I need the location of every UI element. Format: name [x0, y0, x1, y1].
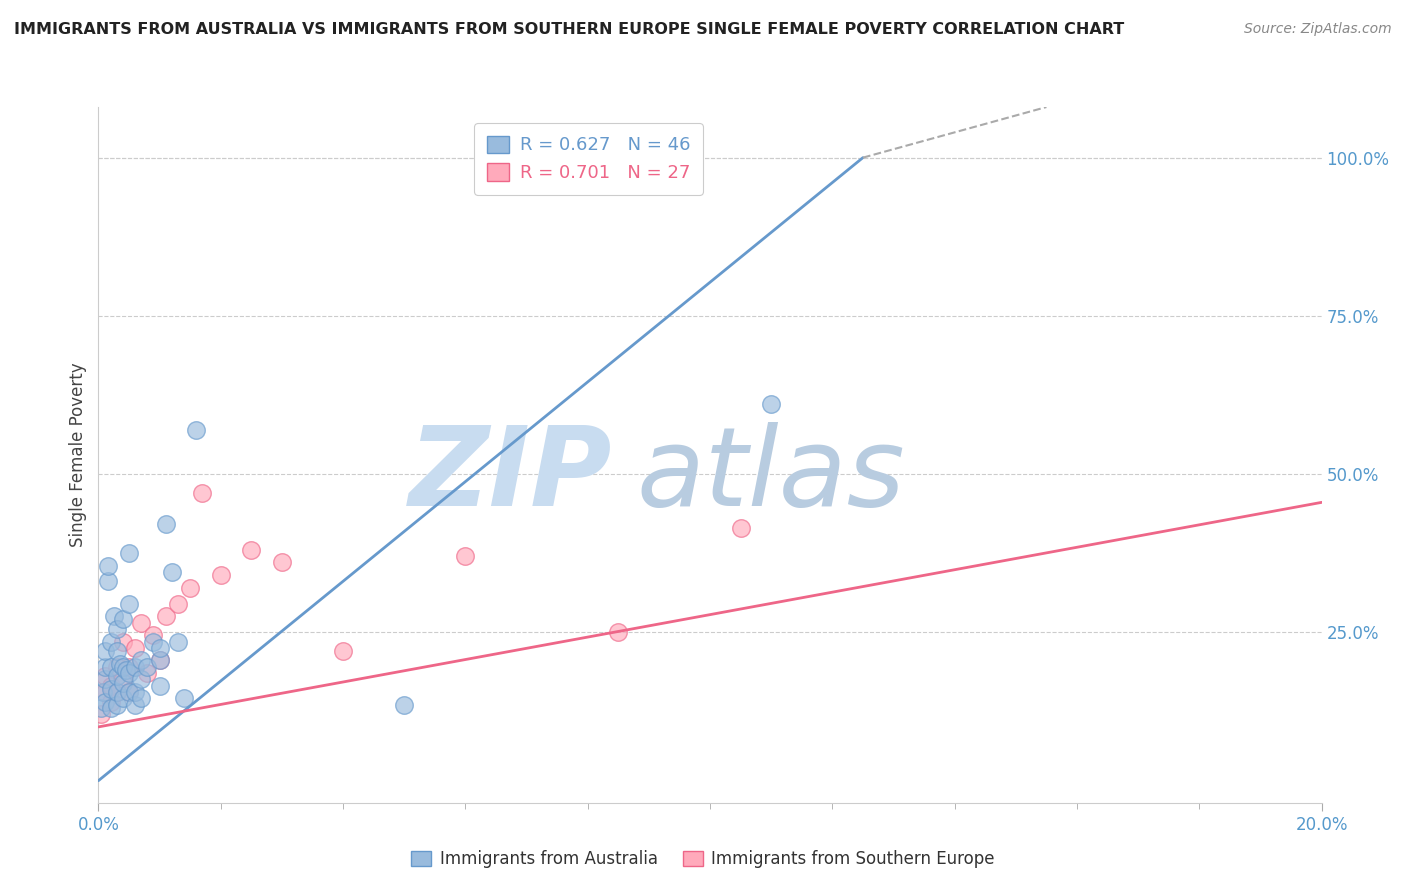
Point [100, 660, 122, 674]
Point [155, 517, 177, 532]
Point [118, 546, 141, 560]
Point [129, 673, 152, 687]
Point [149, 640, 172, 655]
Point [93, 644, 115, 658]
Point [103, 609, 125, 624]
Point [111, 660, 134, 674]
Point [129, 653, 152, 667]
Point [454, 549, 477, 563]
Point [97, 558, 120, 573]
Point [607, 625, 630, 640]
Point [118, 685, 141, 699]
Legend: R = 0.627   N = 46, R = 0.701   N = 27: R = 0.627 N = 46, R = 0.701 N = 27 [474, 123, 703, 195]
Point [149, 679, 172, 693]
Text: atlas: atlas [637, 422, 905, 529]
Point [100, 701, 122, 715]
Point [124, 685, 146, 699]
Text: Source: ZipAtlas.com: Source: ZipAtlas.com [1244, 22, 1392, 37]
Point [93, 685, 115, 699]
Point [111, 673, 134, 687]
Text: IMMIGRANTS FROM AUSTRALIA VS IMMIGRANTS FROM SOUTHERN EUROPE SINGLE FEMALE POVER: IMMIGRANTS FROM AUSTRALIA VS IMMIGRANTS … [14, 22, 1125, 37]
Y-axis label: Single Female Poverty: Single Female Poverty [69, 363, 87, 547]
Point [149, 653, 172, 667]
Point [759, 397, 782, 411]
Point [124, 698, 146, 712]
Point [105, 698, 128, 712]
Point [149, 653, 172, 667]
Point [209, 568, 232, 582]
Point [111, 634, 134, 648]
Point [108, 657, 131, 671]
Point [97, 574, 120, 589]
Point [105, 685, 128, 699]
Point [100, 695, 122, 709]
Point [173, 691, 195, 706]
Point [105, 644, 128, 658]
Point [100, 681, 122, 696]
Point [186, 423, 208, 437]
Point [142, 634, 165, 648]
Point [124, 660, 146, 674]
Point [167, 597, 190, 611]
Point [118, 666, 141, 681]
Point [191, 486, 214, 500]
Point [93, 669, 115, 683]
Point [160, 565, 183, 579]
Point [332, 644, 354, 658]
Point [129, 615, 152, 630]
Point [240, 542, 263, 557]
Point [136, 660, 159, 674]
Point [93, 660, 115, 674]
Point [111, 691, 134, 706]
Point [124, 640, 146, 655]
Point [105, 685, 128, 699]
Point [91, 685, 114, 699]
Point [115, 663, 138, 677]
Point [105, 622, 128, 636]
Point [118, 685, 141, 699]
Point [100, 634, 122, 648]
Text: ZIP: ZIP [409, 422, 612, 529]
Point [105, 669, 128, 683]
Point [111, 612, 134, 626]
Point [111, 675, 134, 690]
Point [392, 698, 416, 712]
Point [136, 666, 159, 681]
Point [105, 660, 128, 674]
Point [90, 701, 112, 715]
Point [730, 521, 752, 535]
Point [93, 695, 115, 709]
Legend: Immigrants from Australia, Immigrants from Southern Europe: Immigrants from Australia, Immigrants fr… [405, 844, 1001, 875]
Point [155, 609, 177, 624]
Point [179, 581, 201, 595]
Point [129, 691, 152, 706]
Point [90, 707, 112, 722]
Point [118, 597, 141, 611]
Point [142, 628, 165, 642]
Point [118, 660, 141, 674]
Point [167, 634, 190, 648]
Point [270, 556, 292, 570]
Point [93, 673, 115, 687]
Point [100, 679, 122, 693]
